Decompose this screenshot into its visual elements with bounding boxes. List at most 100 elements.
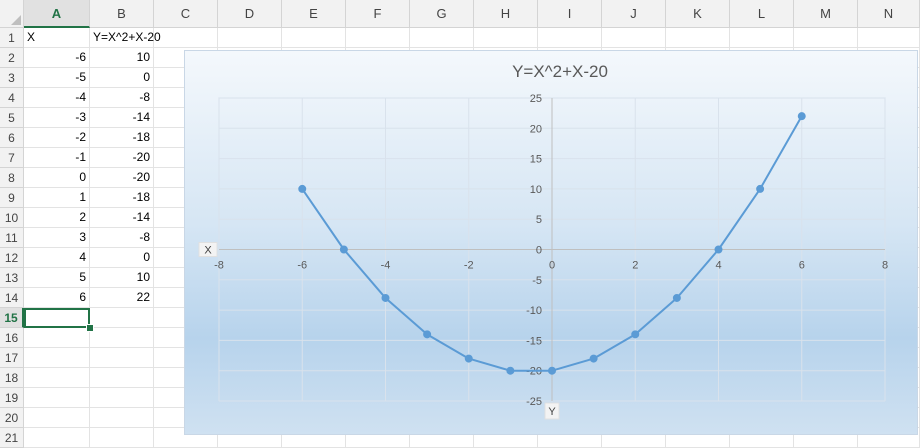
column-header-k[interactable]: K: [666, 0, 730, 28]
column-header-f[interactable]: F: [346, 0, 410, 28]
grid-cell[interactable]: [90, 328, 154, 348]
x-value-cell[interactable]: 5: [24, 268, 90, 288]
y-value-cell[interactable]: 22: [90, 288, 154, 308]
y-value-cell[interactable]: -20: [90, 168, 154, 188]
grid-cell[interactable]: [666, 28, 730, 48]
grid-cell[interactable]: [90, 388, 154, 408]
x-value-cell[interactable]: 4: [24, 248, 90, 268]
column-header-i[interactable]: I: [538, 0, 602, 28]
y-tick-label: 15: [530, 154, 542, 166]
x-tick-label: 8: [882, 260, 888, 272]
grid-cell[interactable]: [346, 28, 410, 48]
x-value-cell[interactable]: -6: [24, 48, 90, 68]
row-header-18[interactable]: 18: [0, 368, 24, 388]
x-value-cell[interactable]: -4: [24, 88, 90, 108]
y-value-cell[interactable]: -18: [90, 128, 154, 148]
column-header-g[interactable]: G: [410, 0, 474, 28]
y-value-cell[interactable]: -8: [90, 88, 154, 108]
grid-cell[interactable]: [90, 428, 154, 448]
grid-cell[interactable]: [24, 428, 90, 448]
column-header-c[interactable]: C: [154, 0, 218, 28]
y-value-cell[interactable]: -20: [90, 148, 154, 168]
grid-cell[interactable]: [24, 368, 90, 388]
grid-cell[interactable]: [858, 28, 920, 48]
grid-cell[interactable]: [282, 28, 346, 48]
grid-cell[interactable]: [24, 408, 90, 428]
x-value-cell[interactable]: -5: [24, 68, 90, 88]
column-header-l[interactable]: L: [730, 0, 794, 28]
grid-cell[interactable]: [24, 328, 90, 348]
column-header-h[interactable]: H: [474, 0, 538, 28]
grid-cell[interactable]: [730, 28, 794, 48]
row-header-15[interactable]: 15: [0, 308, 24, 328]
row-header-13[interactable]: 13: [0, 268, 24, 288]
row-header-19[interactable]: 19: [0, 388, 24, 408]
row-header-3[interactable]: 3: [0, 68, 24, 88]
chart-area[interactable]: -8 -6 -4 -2 0 2 4 6 8 25 20 15 10 5 0 -5 -10 -15 -20 -25 Y=X…: [184, 50, 918, 435]
row-header-12[interactable]: 12: [0, 248, 24, 268]
y-tick-label: -10: [526, 305, 542, 317]
selected-cell-a15[interactable]: [24, 308, 90, 328]
grid-cell[interactable]: [90, 368, 154, 388]
x-value-cell[interactable]: 6: [24, 288, 90, 308]
row-header-17[interactable]: 17: [0, 348, 24, 368]
y-value-cell[interactable]: 10: [90, 48, 154, 68]
x-value-cell[interactable]: -1: [24, 148, 90, 168]
row-header-20[interactable]: 20: [0, 408, 24, 428]
y-axis-title: Y: [548, 406, 556, 418]
grid-cell[interactable]: [90, 308, 154, 328]
x-tick-label: -4: [381, 260, 391, 272]
grid-cell[interactable]: [602, 28, 666, 48]
column-header-e[interactable]: E: [282, 0, 346, 28]
row-header-5[interactable]: 5: [0, 108, 24, 128]
grid-cell[interactable]: [90, 408, 154, 428]
y-value-cell[interactable]: 0: [90, 248, 154, 268]
row-header-6[interactable]: 6: [0, 128, 24, 148]
row-header-1[interactable]: 1: [0, 28, 24, 48]
x-value-cell[interactable]: 2: [24, 208, 90, 228]
data-point: [672, 293, 681, 302]
row-header-7[interactable]: 7: [0, 148, 24, 168]
grid-cell[interactable]: [474, 28, 538, 48]
grid-cell[interactable]: [24, 348, 90, 368]
y-value-cell[interactable]: 10: [90, 268, 154, 288]
x-value-cell[interactable]: -3: [24, 108, 90, 128]
y-value-cell[interactable]: -14: [90, 208, 154, 228]
column-header-j[interactable]: J: [602, 0, 666, 28]
x-value-cell[interactable]: -2: [24, 128, 90, 148]
y-value-cell[interactable]: -8: [90, 228, 154, 248]
x-value-cell[interactable]: 1: [24, 188, 90, 208]
row-header-9[interactable]: 9: [0, 188, 24, 208]
y-value-cell[interactable]: -18: [90, 188, 154, 208]
fill-handle[interactable]: [86, 324, 94, 332]
x-value-cell[interactable]: 0: [24, 168, 90, 188]
header-cell-x[interactable]: X: [24, 28, 90, 48]
grid-cell[interactable]: [24, 388, 90, 408]
y-value-cell[interactable]: -14: [90, 108, 154, 128]
column-header-b[interactable]: B: [90, 0, 154, 28]
column-header-d[interactable]: D: [218, 0, 282, 28]
grid-cell[interactable]: [218, 28, 282, 48]
data-point: [631, 330, 640, 339]
column-header-m[interactable]: M: [794, 0, 858, 28]
row-header-2[interactable]: 2: [0, 48, 24, 68]
row-header-14[interactable]: 14: [0, 288, 24, 308]
row-header-11[interactable]: 11: [0, 228, 24, 248]
y-value-cell[interactable]: 0: [90, 68, 154, 88]
row-header-16[interactable]: 16: [0, 328, 24, 348]
grid-cell[interactable]: [90, 348, 154, 368]
grid-cell[interactable]: [794, 28, 858, 48]
grid-cell[interactable]: [410, 28, 474, 48]
row-header-10[interactable]: 10: [0, 208, 24, 228]
select-all-corner[interactable]: [0, 0, 24, 28]
column-header-n[interactable]: N: [858, 0, 920, 28]
row-header-4[interactable]: 4: [0, 88, 24, 108]
header-cell-y[interactable]: Y=X^2+X-20: [90, 28, 161, 48]
row-header-8[interactable]: 8: [0, 168, 24, 188]
x-value-cell[interactable]: 3: [24, 228, 90, 248]
row-header-21[interactable]: 21: [0, 428, 24, 448]
grid-cell[interactable]: [154, 28, 218, 48]
column-header-a[interactable]: A: [24, 0, 90, 28]
x-tick-label: 6: [799, 260, 805, 272]
grid-cell[interactable]: [538, 28, 602, 48]
